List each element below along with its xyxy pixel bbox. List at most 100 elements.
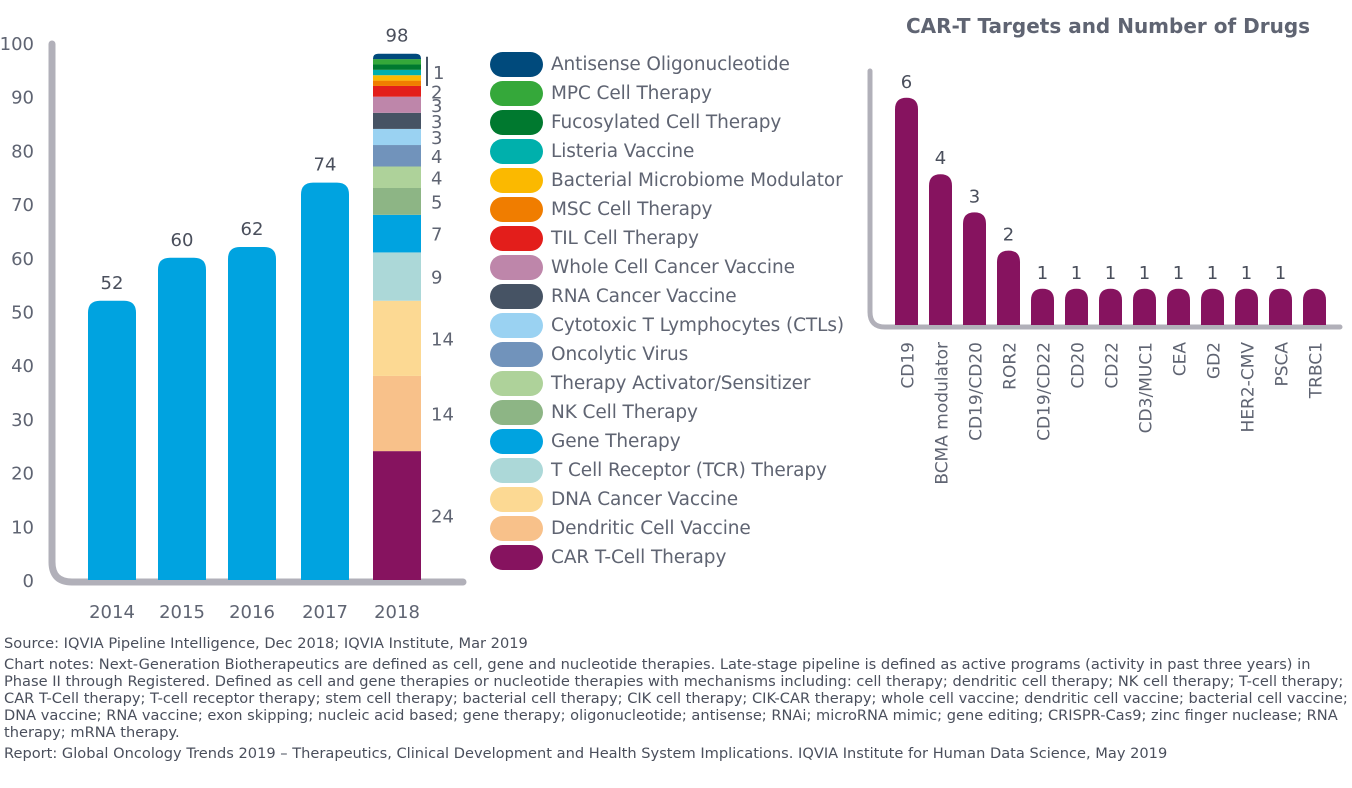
stack-segment	[373, 375, 421, 452]
stack-segment	[373, 75, 421, 81]
bracket-label: 1	[433, 63, 444, 84]
bar-value-label: 3	[969, 186, 980, 207]
legend-item: TIL Cell Therapy	[490, 224, 844, 253]
bar-value-label: 1	[1275, 263, 1286, 284]
chart-notes: Source: IQVIA Pipeline Intelligence, Dec…	[4, 635, 1349, 766]
segment-label: 14	[431, 329, 454, 350]
bar-2016	[228, 247, 276, 580]
segment-label: 2	[431, 82, 442, 103]
left-chart-bars	[88, 182, 349, 580]
bar-trbc1	[1303, 288, 1326, 325]
stacked-bar-2018	[373, 53, 428, 580]
right-axis-line	[867, 68, 1343, 330]
category-label: CD19/CD20	[967, 342, 987, 441]
stack-segment	[373, 69, 421, 76]
legend-label: Whole Cell Cancer Vaccine	[551, 257, 795, 278]
bar-gd2	[1201, 288, 1224, 325]
right-chart-bars	[895, 97, 1326, 325]
legend-item: Therapy Activator/Sensitizer	[490, 369, 844, 398]
bar-2017	[301, 182, 349, 580]
legend-swatch	[490, 168, 543, 193]
legend-label: Fucosylated Cell Therapy	[551, 112, 782, 133]
category-label: CD3/MUC1	[1137, 342, 1157, 433]
chart-notes-text: Chart notes: Next-Generation Biotherapeu…	[4, 656, 1348, 741]
legend-label: Gene Therapy	[551, 431, 681, 452]
bar-ror2	[997, 250, 1020, 325]
bar-cd19-cd22	[1031, 288, 1054, 325]
bar-total-label: 98	[386, 26, 409, 47]
stack-segment	[373, 53, 421, 60]
bar-value-label: 1	[1105, 263, 1116, 284]
legend-item: NK Cell Therapy	[490, 398, 844, 427]
legend-label: DNA Cancer Vaccine	[551, 489, 738, 510]
bar-cd22	[1099, 288, 1122, 325]
bar-cd20	[1065, 288, 1088, 325]
legend-label: RNA Cancer Vaccine	[551, 286, 737, 307]
category-label: CD20	[1069, 342, 1089, 389]
bar-her2-cmv	[1235, 288, 1258, 325]
legend-item: RNA Cancer Vaccine	[490, 282, 844, 311]
x-tick-label: 2015	[159, 602, 205, 623]
y-tick-label: 50	[11, 303, 34, 324]
legend-swatch	[490, 52, 543, 77]
stack-segment	[373, 300, 421, 376]
bar-cd3-muc1	[1133, 288, 1156, 325]
stack-segment	[373, 112, 421, 129]
report-note: Report: Global Oncology Trends 2019 – Th…	[4, 745, 1168, 762]
legend-swatch	[490, 487, 543, 512]
stack-segment	[373, 85, 421, 97]
legend-item: DNA Cancer Vaccine	[490, 485, 844, 514]
legend-label: Bacterial Microbiome Modulator	[551, 170, 843, 191]
category-label: GD2	[1205, 342, 1225, 379]
stack-segment	[373, 64, 421, 70]
legend-swatch	[490, 139, 543, 164]
legend-swatch	[490, 255, 543, 280]
bar-cd19	[895, 97, 918, 325]
legend-item: Bacterial Microbiome Modulator	[490, 166, 844, 195]
y-tick-label: 70	[11, 195, 34, 216]
x-tick-label: 2016	[229, 602, 275, 623]
legend-swatch	[490, 516, 543, 541]
bar-value-label: 1	[1139, 263, 1150, 284]
legend-swatch	[490, 342, 543, 367]
bar-total-label: 74	[314, 155, 337, 176]
legend-swatch	[490, 81, 543, 106]
legend-swatch	[490, 284, 543, 309]
left-chart-y-ticks: 0 10 20 30 40 50 60 70 80 90 100	[0, 34, 34, 592]
chart-legend: Antisense Oligonucleotide MPC Cell Therap…	[490, 50, 844, 572]
category-label: TRBC1	[1307, 342, 1327, 399]
category-label: HER2-CMV	[1239, 342, 1259, 433]
category-label: CD22	[1103, 342, 1123, 389]
segment-label: 3	[431, 128, 442, 149]
bar-psca	[1269, 288, 1292, 325]
legend-item: Fucosylated Cell Therapy	[490, 108, 844, 137]
legend-swatch	[490, 458, 543, 483]
legend-label: Listeria Vaccine	[551, 141, 695, 162]
bar-2014	[88, 300, 136, 580]
legend-item: Whole Cell Cancer Vaccine	[490, 253, 844, 282]
legend-label: MSC Cell Therapy	[551, 199, 713, 220]
legend-swatch	[490, 313, 543, 338]
left-chart-axes	[48, 40, 467, 586]
stack-segment	[373, 128, 421, 146]
y-tick-label: 90	[11, 88, 34, 109]
bar-value-label: 4	[935, 148, 946, 169]
segment-label: 4	[431, 168, 442, 189]
legend-label: T Cell Receptor (TCR) Therapy	[551, 460, 827, 481]
bar-value-label: 1	[1173, 263, 1184, 284]
legend-swatch	[490, 371, 543, 396]
legend-label: Antisense Oligonucleotide	[551, 54, 790, 75]
stack-segment	[373, 214, 421, 253]
legend-item: MPC Cell Therapy	[490, 79, 844, 108]
x-tick-label: 2018	[374, 602, 420, 623]
y-tick-label: 20	[11, 464, 34, 485]
legend-swatch	[490, 110, 543, 135]
stack-segment	[373, 145, 421, 167]
legend-label: CAR T-Cell Therapy	[551, 547, 727, 568]
bar-value-label: 2	[1003, 225, 1014, 246]
left-chart-labels: 5220146020156220167420179820182414149754…	[89, 26, 454, 623]
y-tick-label: 10	[11, 517, 34, 538]
segment-label: 14	[431, 405, 454, 426]
right-chart-axes	[867, 68, 1343, 330]
